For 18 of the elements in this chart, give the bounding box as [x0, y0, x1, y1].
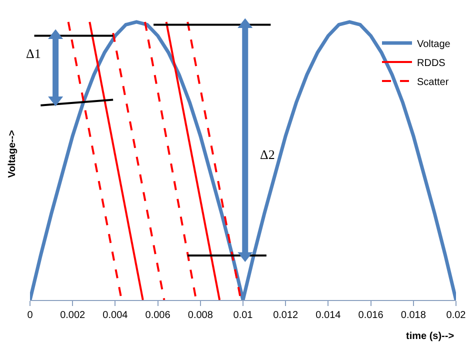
x-tick-label: 0.008 [188, 310, 214, 321]
annotation: Δ2 [260, 147, 275, 162]
legend-label: Voltage [417, 38, 451, 50]
x-axis-title: time (s)--> [406, 331, 454, 342]
x-tick-label: 0.016 [358, 310, 384, 321]
x-tick-label: 0.004 [102, 310, 128, 321]
x-tick-label: 0.006 [145, 310, 171, 321]
x-tick-label: 0.012 [273, 310, 299, 321]
x-tick-label: 0.014 [316, 310, 342, 321]
x-tick-label: 0 [27, 310, 34, 321]
x-tick-label: 0.01 [233, 310, 254, 321]
x-tick-label: 0.02 [446, 310, 466, 321]
legend-label: Scatter [417, 76, 450, 88]
annotation: Δ1 [26, 46, 41, 61]
x-tick-label: 0.002 [60, 310, 86, 321]
y-axis-title: Voltage--> [6, 130, 18, 178]
legend-label: RDDS [417, 58, 446, 69]
x-tick-label: 0.018 [400, 310, 426, 321]
